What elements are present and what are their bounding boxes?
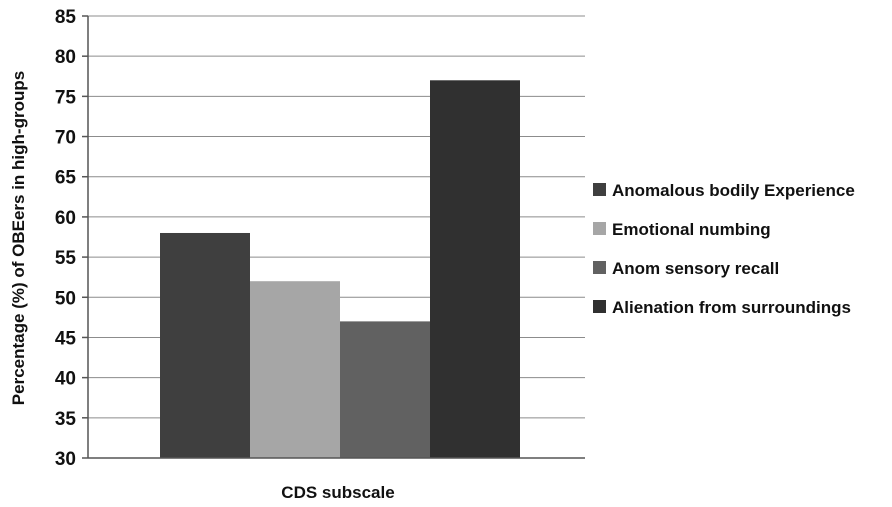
bar-1 bbox=[160, 232, 250, 458]
y-axis-ticks: 30 35 40 45 50 55 60 65 70 75 80 85 bbox=[55, 7, 88, 470]
legend-label: Emotional numbing bbox=[612, 220, 771, 239]
y-tick-label: 75 bbox=[55, 87, 77, 108]
y-tick-label: 45 bbox=[55, 328, 77, 349]
y-tick-label: 70 bbox=[55, 128, 76, 149]
x-axis-title: CDS subscale bbox=[281, 483, 394, 502]
legend-swatch bbox=[593, 222, 606, 235]
bar-3 bbox=[340, 321, 430, 458]
y-tick-label: 80 bbox=[55, 47, 76, 68]
legend-swatch bbox=[593, 183, 606, 196]
y-tick-label: 40 bbox=[55, 369, 76, 390]
y-tick-label: 55 bbox=[55, 248, 77, 269]
legend-swatch bbox=[593, 261, 606, 274]
legend-swatch bbox=[593, 300, 606, 313]
y-tick-label: 30 bbox=[55, 449, 76, 470]
y-tick-label: 35 bbox=[55, 409, 77, 430]
legend: Anomalous bodily Experience Emotional num… bbox=[593, 181, 855, 317]
bars bbox=[160, 80, 520, 459]
y-tick-label: 60 bbox=[55, 208, 76, 229]
y-tick-label: 50 bbox=[55, 288, 76, 309]
legend-label: Anom sensory recall bbox=[612, 259, 779, 278]
y-tick-label: 65 bbox=[55, 168, 77, 189]
y-tick-label: 85 bbox=[55, 7, 77, 28]
bar-4 bbox=[430, 80, 520, 459]
bar-2 bbox=[250, 281, 340, 458]
y-axis-title: Percentage (%) of OBEers in high-groups bbox=[9, 71, 28, 405]
legend-label: Alienation from surroundings bbox=[612, 298, 851, 317]
legend-label: Anomalous bodily Experience bbox=[612, 181, 855, 200]
